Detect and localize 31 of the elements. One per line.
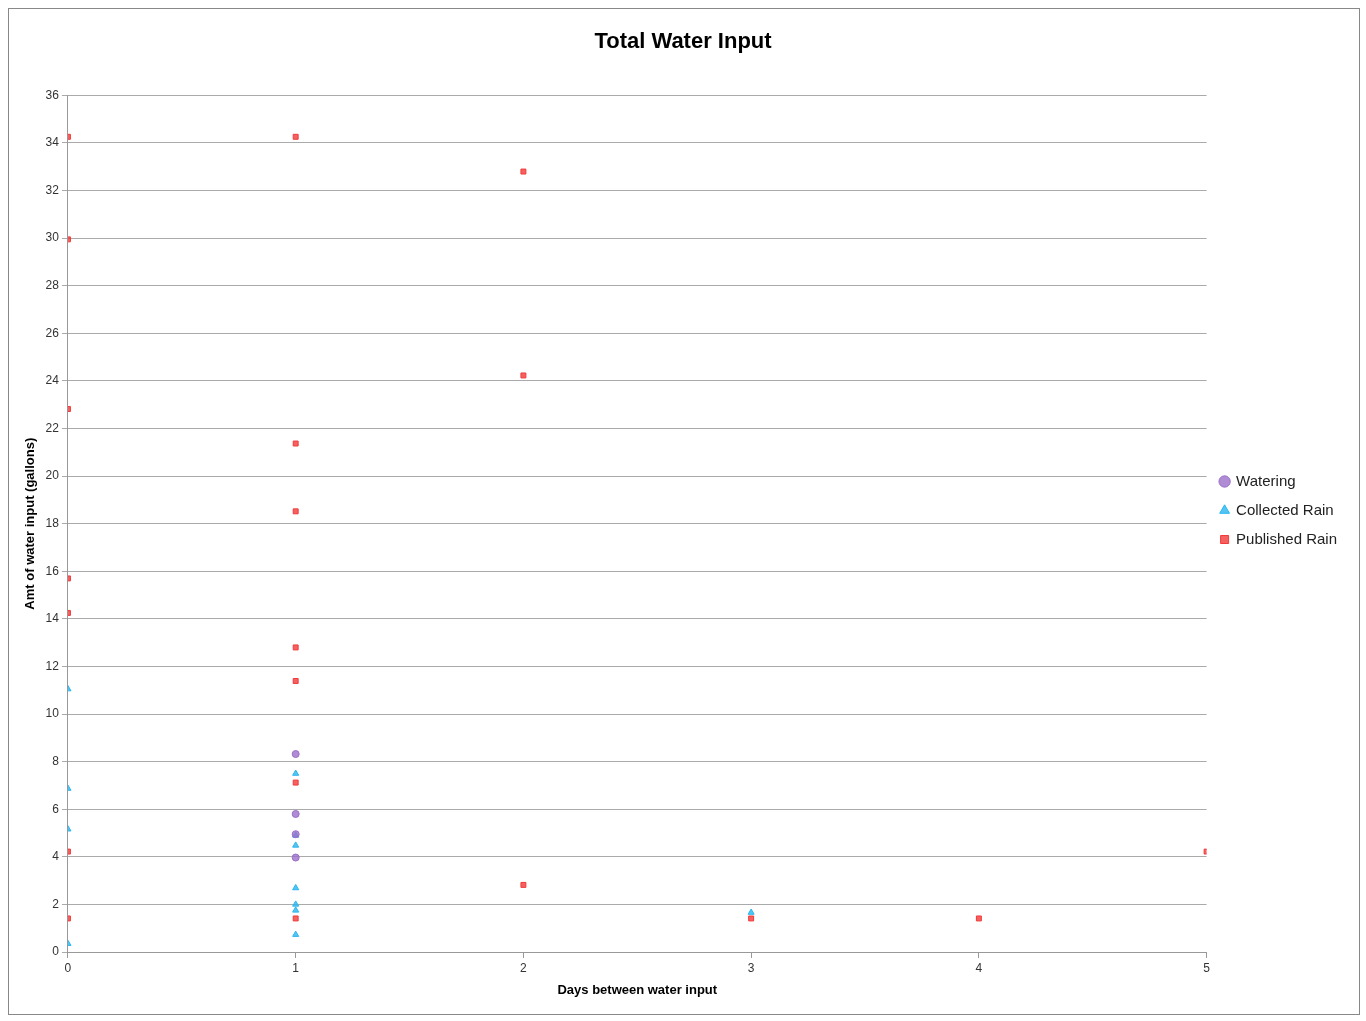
y-tick-label: 16: [45, 563, 60, 578]
x-tick-label: 2: [520, 960, 528, 975]
y-tick-label: 12: [45, 658, 60, 673]
x-tick-label: 4: [975, 960, 983, 975]
y-tick-label: 4: [52, 849, 60, 864]
x-tick-label: 3: [747, 960, 755, 975]
y-tick-label: 0: [52, 944, 60, 959]
y-tick-label: 18: [45, 516, 60, 531]
y-tick-label: 6: [52, 801, 60, 816]
y-tick-label: 14: [45, 611, 60, 626]
x-tick-label: 1: [292, 960, 300, 975]
x-tick-label: 5: [1203, 960, 1211, 975]
y-tick-label: 24: [45, 373, 60, 388]
x-tick-label: 0: [64, 960, 72, 975]
legend-label: Watering: [1236, 471, 1296, 489]
y-tick-label: 8: [52, 753, 60, 768]
chart-title: Total Water Input: [594, 28, 773, 54]
y-tick-label: 22: [45, 420, 60, 435]
y-tick-label: 34: [45, 135, 60, 150]
y-tick-label: 28: [45, 278, 60, 293]
y-axis-title: Amt of water input (gallons): [22, 437, 38, 610]
y-tick-label: 30: [45, 230, 60, 245]
y-tick-label: 26: [45, 325, 60, 340]
y-tick-label: 2: [52, 896, 60, 911]
y-tick-label: 32: [45, 182, 60, 197]
y-tick-label: 36: [45, 87, 60, 102]
y-tick-label: 10: [45, 706, 60, 721]
x-axis-title: Days between water input: [557, 981, 718, 997]
y-tick-label: 20: [45, 468, 60, 483]
legend-label: Collected Rain: [1236, 500, 1334, 518]
legend-label: Published Rain: [1236, 529, 1338, 547]
